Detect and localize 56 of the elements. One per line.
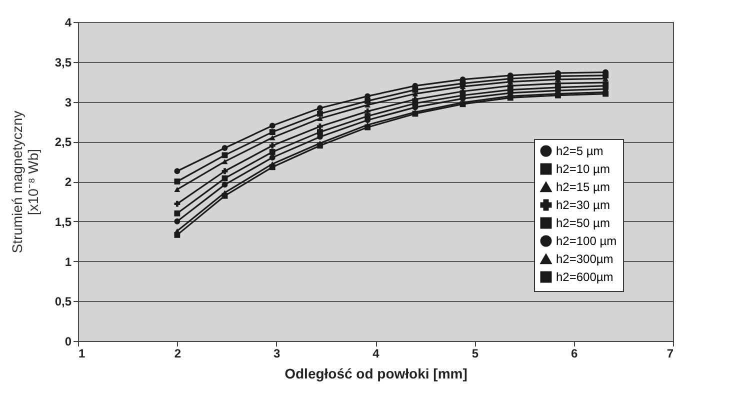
y-tick-label: 4 <box>64 16 72 30</box>
y-axis-title: Strumień magnetyczny [x10⁻⁸ Wb] <box>8 110 41 254</box>
x-tick-label: 1 <box>78 346 86 360</box>
legend-label: h2=600µm <box>556 270 614 284</box>
x-tick-label: 4 <box>372 346 380 360</box>
legend-label: h2=10 µm <box>556 162 610 176</box>
legend-label: h2=30 µm <box>556 198 610 212</box>
point <box>317 129 323 136</box>
point <box>269 129 276 136</box>
point <box>222 159 228 164</box>
y-tick-label: 3 <box>64 95 72 110</box>
y-tick-label: 0,5 <box>54 294 72 309</box>
y-tick-label: 1,5 <box>54 214 72 229</box>
point <box>317 110 323 117</box>
point <box>269 164 276 170</box>
point <box>174 186 180 192</box>
point <box>269 154 276 161</box>
point <box>222 168 228 174</box>
point <box>507 76 514 82</box>
point <box>174 232 180 238</box>
point <box>222 152 228 158</box>
point <box>174 218 180 224</box>
point <box>269 135 276 140</box>
point <box>222 145 228 151</box>
point <box>174 210 180 216</box>
point <box>364 98 371 104</box>
point <box>412 86 418 93</box>
y-tick-label: 3,5 <box>54 55 72 70</box>
y-tick-label: 0 <box>64 334 72 348</box>
y-tick-label: 2 <box>64 175 72 189</box>
point <box>364 124 371 130</box>
legend-label: h2=300µm <box>556 252 614 266</box>
legend-label: h2=15 µm <box>556 180 610 194</box>
point <box>602 72 609 78</box>
legend-label: h2=5 µm <box>556 144 604 158</box>
point <box>222 175 228 182</box>
point <box>317 105 323 112</box>
y-tick-label: 2,5 <box>54 135 72 150</box>
point <box>222 182 228 188</box>
point <box>269 122 276 129</box>
x-tick-label: 5 <box>472 346 479 360</box>
x-axis-title: Odległość od powłoki [mm] <box>284 366 468 382</box>
point <box>269 149 276 155</box>
x-tick-label: 7 <box>666 346 674 360</box>
point <box>269 142 276 149</box>
point <box>174 168 180 174</box>
point <box>174 178 180 184</box>
point <box>174 200 180 207</box>
legend-label: h2=100 µm <box>556 234 617 248</box>
point <box>222 192 228 199</box>
point <box>317 142 323 149</box>
x-tick-label: 3 <box>273 346 280 360</box>
x-tick-label: 6 <box>570 346 578 360</box>
legend-label: h2=50 µm <box>556 216 610 230</box>
y-tick-label: 1 <box>64 254 72 269</box>
x-tick-label: 2 <box>174 346 182 360</box>
